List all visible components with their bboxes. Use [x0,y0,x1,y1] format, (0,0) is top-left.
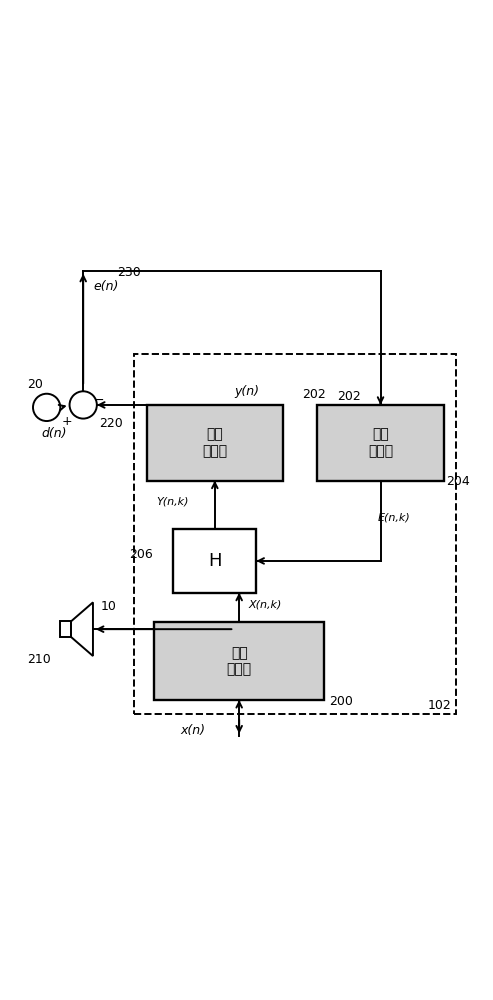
Text: 204: 204 [446,475,470,488]
Text: X(n,k): X(n,k) [249,599,282,609]
Text: H: H [208,552,221,570]
Text: 102: 102 [427,699,451,712]
Text: 230: 230 [117,266,141,279]
Circle shape [70,391,97,419]
Bar [146,405,283,481]
Circle shape [33,394,60,421]
Text: 逆向
转换区: 逆向 转换区 [202,428,227,458]
Text: 第二
转换区: 第二 转换区 [368,428,393,458]
Text: 202: 202 [337,390,360,403]
Text: 10: 10 [100,600,116,613]
Text: y(n): y(n) [234,385,259,398]
Text: 第一
转换区: 第一 转换区 [227,646,252,676]
Text: E(n,k): E(n,k) [378,513,411,523]
Text: 20: 20 [27,378,43,391]
Text: 220: 220 [99,417,123,430]
Bar [317,405,444,481]
Text: x(n): x(n) [181,724,206,737]
Bar [174,529,256,593]
Text: −: − [94,394,105,407]
Text: 200: 200 [329,695,353,708]
Bar [154,622,324,700]
Text: 210: 210 [27,653,51,666]
Text: 206: 206 [130,548,153,561]
Text: d(n): d(n) [42,427,67,440]
Text: e(n): e(n) [93,280,118,293]
Bar [135,354,456,714]
Text: Y(n,k): Y(n,k) [156,497,189,507]
Text: +: + [62,415,72,428]
Bar [60,621,71,637]
Polygon shape [71,602,93,656]
Text: 202: 202 [303,388,326,401]
